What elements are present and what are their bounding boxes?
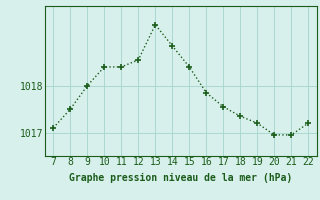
X-axis label: Graphe pression niveau de la mer (hPa): Graphe pression niveau de la mer (hPa) [69, 173, 292, 183]
